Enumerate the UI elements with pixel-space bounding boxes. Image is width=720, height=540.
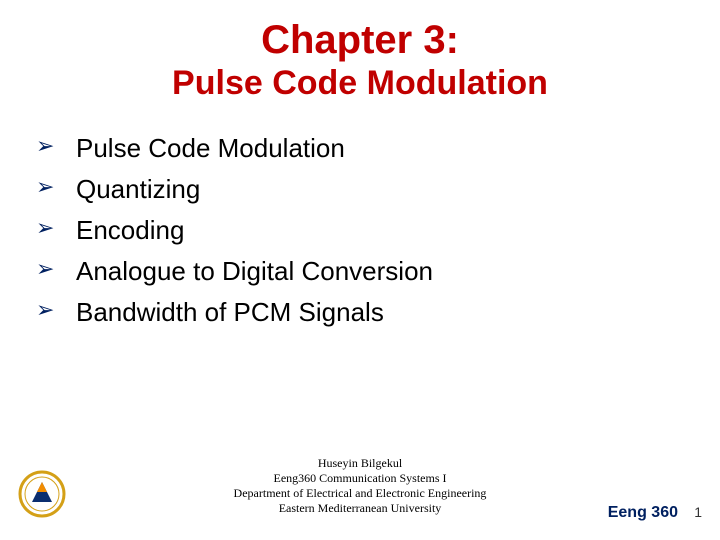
list-item: ➢ Encoding <box>36 213 690 248</box>
chapter-label: Chapter 3: <box>30 18 690 62</box>
bullet-list: ➢ Pulse Code Modulation ➢ Quantizing ➢ E… <box>30 131 690 330</box>
bullet-icon: ➢ <box>36 295 76 326</box>
list-item: ➢ Analogue to Digital Conversion <box>36 254 690 289</box>
bullet-text: Pulse Code Modulation <box>76 131 345 166</box>
bullet-icon: ➢ <box>36 172 76 203</box>
bullet-text: Encoding <box>76 213 184 248</box>
bullet-text: Quantizing <box>76 172 200 207</box>
footer-course: Eeng360 Communication Systems I <box>0 471 720 486</box>
list-item: ➢ Pulse Code Modulation <box>36 131 690 166</box>
bullet-text: Analogue to Digital Conversion <box>76 254 433 289</box>
chapter-subtitle: Pulse Code Modulation <box>30 64 690 103</box>
list-item: ➢ Quantizing <box>36 172 690 207</box>
slide: Chapter 3: Pulse Code Modulation ➢ Pulse… <box>0 0 720 540</box>
page-number: 1 <box>694 504 702 520</box>
bullet-text: Bandwidth of PCM Signals <box>76 295 384 330</box>
course-label: Eeng 360 <box>608 504 678 522</box>
bullet-icon: ➢ <box>36 131 76 162</box>
footer-author: Huseyin Bilgekul <box>0 456 720 471</box>
list-item: ➢ Bandwidth of PCM Signals <box>36 295 690 330</box>
university-logo-icon <box>18 470 66 518</box>
footer-dept: Department of Electrical and Electronic … <box>0 486 720 501</box>
bullet-icon: ➢ <box>36 254 76 285</box>
bullet-icon: ➢ <box>36 213 76 244</box>
